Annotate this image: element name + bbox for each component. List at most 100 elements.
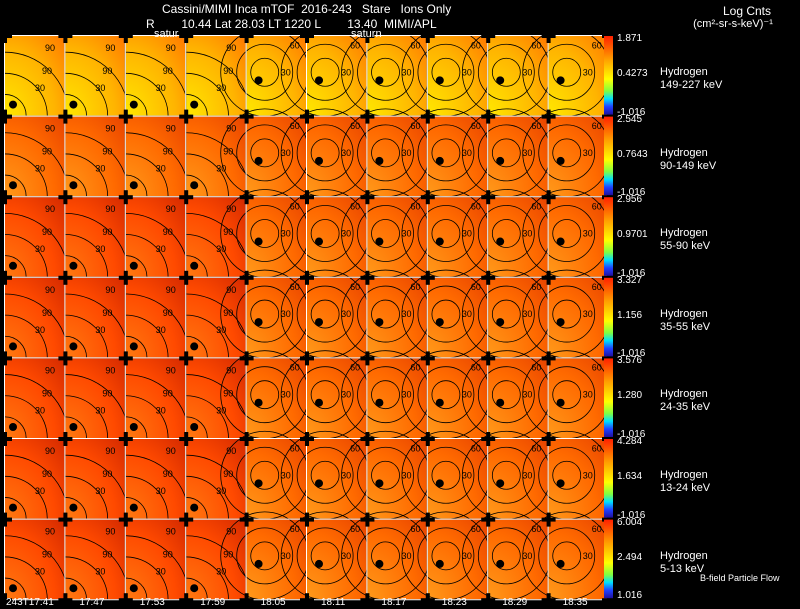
saturn-marker	[69, 100, 78, 109]
contour-label: 30	[216, 325, 226, 335]
contour-line	[125, 153, 169, 197]
contour-label: 90	[163, 227, 173, 237]
contour-label: 90	[102, 227, 112, 237]
contour-label: 90	[42, 227, 52, 237]
grid-cross	[546, 109, 551, 124]
colorbar-mid: 0.7643	[617, 148, 648, 160]
grid-cross	[486, 109, 491, 124]
contour-line	[310, 57, 340, 87]
colorbar-mid: 2.494	[617, 551, 643, 563]
heatmap-panel	[427, 439, 488, 519]
grid-cross	[305, 190, 309, 205]
saturn-marker	[69, 584, 78, 593]
energy-label: Hydrogen 35-55 keV	[660, 307, 711, 333]
contour-label: 30	[341, 551, 351, 561]
contour-label: 60	[471, 121, 481, 131]
colorbar-mid: 1.634	[617, 471, 643, 482]
grid-cross	[244, 109, 249, 124]
contour-line	[125, 556, 169, 600]
contour-label: 30	[341, 228, 351, 238]
saturn-marker	[129, 100, 138, 109]
saturn-marker	[496, 237, 505, 246]
contour-line	[125, 255, 148, 277]
contour-label: 60	[350, 524, 360, 534]
saturn-marker	[315, 156, 323, 165]
contour-label: 30	[341, 470, 351, 480]
contour-label: 90	[42, 147, 52, 157]
contour-line	[417, 205, 475, 262]
saturn-marker	[556, 559, 565, 568]
heatmap-panel	[488, 358, 548, 438]
contour-line	[65, 577, 87, 600]
grid-cross	[244, 593, 249, 608]
contour-label: 30	[95, 164, 105, 174]
colorbar	[604, 358, 613, 437]
contour-line	[357, 205, 414, 262]
contour-label: 90	[102, 388, 112, 398]
contour-line	[186, 395, 229, 439]
time-label: 18:35	[562, 597, 588, 608]
colorbar	[604, 277, 613, 357]
contour-line	[371, 138, 400, 168]
heatmap-panel	[488, 197, 548, 277]
contour-line	[4, 475, 48, 519]
contour-line	[186, 577, 208, 600]
heatmap-panel	[548, 277, 608, 358]
grid-cross	[365, 190, 370, 205]
contour-label: 60	[411, 201, 421, 211]
contour-line	[65, 153, 109, 197]
grid-cross	[184, 432, 189, 446]
contour-line	[477, 205, 535, 262]
saturn-marker	[190, 100, 199, 109]
heatmap-panel	[488, 116, 548, 197]
colorbar-units: (cm²-sr-s-keV)⁻¹	[693, 18, 773, 30]
grid-cross	[3, 593, 7, 608]
contour-line	[186, 335, 208, 358]
grid-cross	[3, 351, 7, 366]
contour-label: 60	[411, 524, 421, 534]
contour-line	[431, 380, 461, 410]
grid-cross	[184, 512, 189, 527]
contour-label: 30	[281, 309, 291, 319]
colorbar	[604, 36, 613, 115]
contour-line	[65, 497, 87, 519]
grid-cross	[63, 351, 68, 366]
saturn-marker	[435, 479, 444, 488]
contour-label: 30	[583, 67, 593, 77]
grid-cross	[486, 432, 491, 446]
colorbar-max: 4.284	[617, 436, 643, 447]
heatmap-panel	[246, 358, 306, 438]
contour-line	[4, 556, 48, 600]
colorbar-max: 2.545	[617, 113, 643, 125]
heatmap-panel	[427, 116, 488, 197]
contour-label: 30	[462, 228, 472, 238]
saturn-marker	[315, 559, 323, 568]
contour-line	[236, 527, 294, 585]
contour-label: 60	[411, 443, 421, 453]
contour-line	[477, 43, 535, 101]
colorbar	[604, 439, 613, 518]
grid-cross	[244, 190, 249, 205]
colorbar-mid: 0.9701	[617, 229, 648, 241]
contour-label: 30	[95, 83, 105, 93]
contour-line	[4, 416, 27, 439]
heatmap-panel	[367, 519, 427, 600]
contour-label: 90	[163, 550, 173, 560]
grid-cross	[184, 109, 189, 124]
colorbar-min: -1.016	[617, 106, 646, 118]
contour-label: 90	[105, 124, 115, 134]
time-label: 18:11	[321, 597, 346, 608]
contour-line	[296, 527, 354, 585]
grid-cross	[184, 190, 189, 205]
contour-label: 30	[341, 67, 351, 77]
contour-label: 30	[402, 390, 412, 400]
grid-cross	[486, 593, 491, 608]
grid-cross	[365, 351, 370, 366]
contour-label: 60	[411, 40, 421, 50]
contour-line	[538, 527, 596, 585]
contour-label: 90	[163, 66, 173, 76]
grid-cross	[546, 29, 551, 43]
contour-line	[250, 299, 280, 329]
heatmap-panel	[367, 116, 427, 197]
